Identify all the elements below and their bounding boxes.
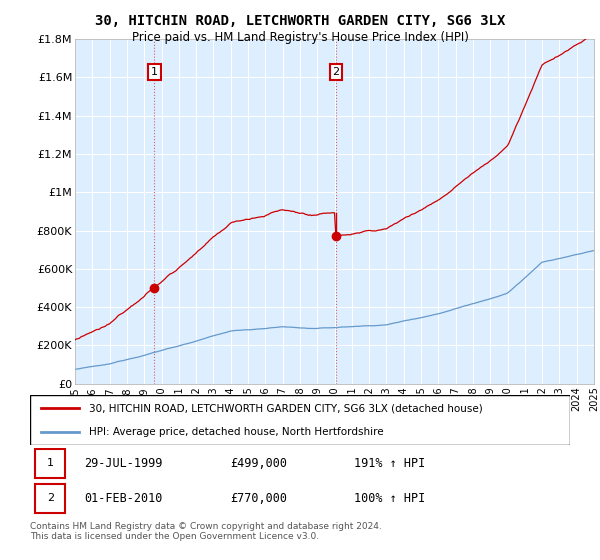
Text: 30, HITCHIN ROAD, LETCHWORTH GARDEN CITY, SG6 3LX: 30, HITCHIN ROAD, LETCHWORTH GARDEN CITY…	[95, 14, 505, 28]
Bar	[35, 484, 65, 513]
Text: 29-JUL-1999: 29-JUL-1999	[84, 457, 163, 470]
Text: Price paid vs. HM Land Registry's House Price Index (HPI): Price paid vs. HM Land Registry's House …	[131, 31, 469, 44]
Text: 01-FEB-2010: 01-FEB-2010	[84, 492, 163, 505]
Text: £770,000: £770,000	[230, 492, 287, 505]
Text: £499,000: £499,000	[230, 457, 287, 470]
Text: 1: 1	[151, 67, 158, 77]
Text: 2: 2	[332, 67, 340, 77]
Bar	[35, 449, 65, 478]
Text: HPI: Average price, detached house, North Hertfordshire: HPI: Average price, detached house, Nort…	[89, 427, 384, 437]
Text: 30, HITCHIN ROAD, LETCHWORTH GARDEN CITY, SG6 3LX (detached house): 30, HITCHIN ROAD, LETCHWORTH GARDEN CITY…	[89, 403, 483, 413]
Text: 1: 1	[47, 459, 54, 468]
Text: 2: 2	[47, 493, 54, 503]
Text: Contains HM Land Registry data © Crown copyright and database right 2024.
This d: Contains HM Land Registry data © Crown c…	[30, 522, 382, 542]
Text: 191% ↑ HPI: 191% ↑ HPI	[354, 457, 425, 470]
Text: 100% ↑ HPI: 100% ↑ HPI	[354, 492, 425, 505]
